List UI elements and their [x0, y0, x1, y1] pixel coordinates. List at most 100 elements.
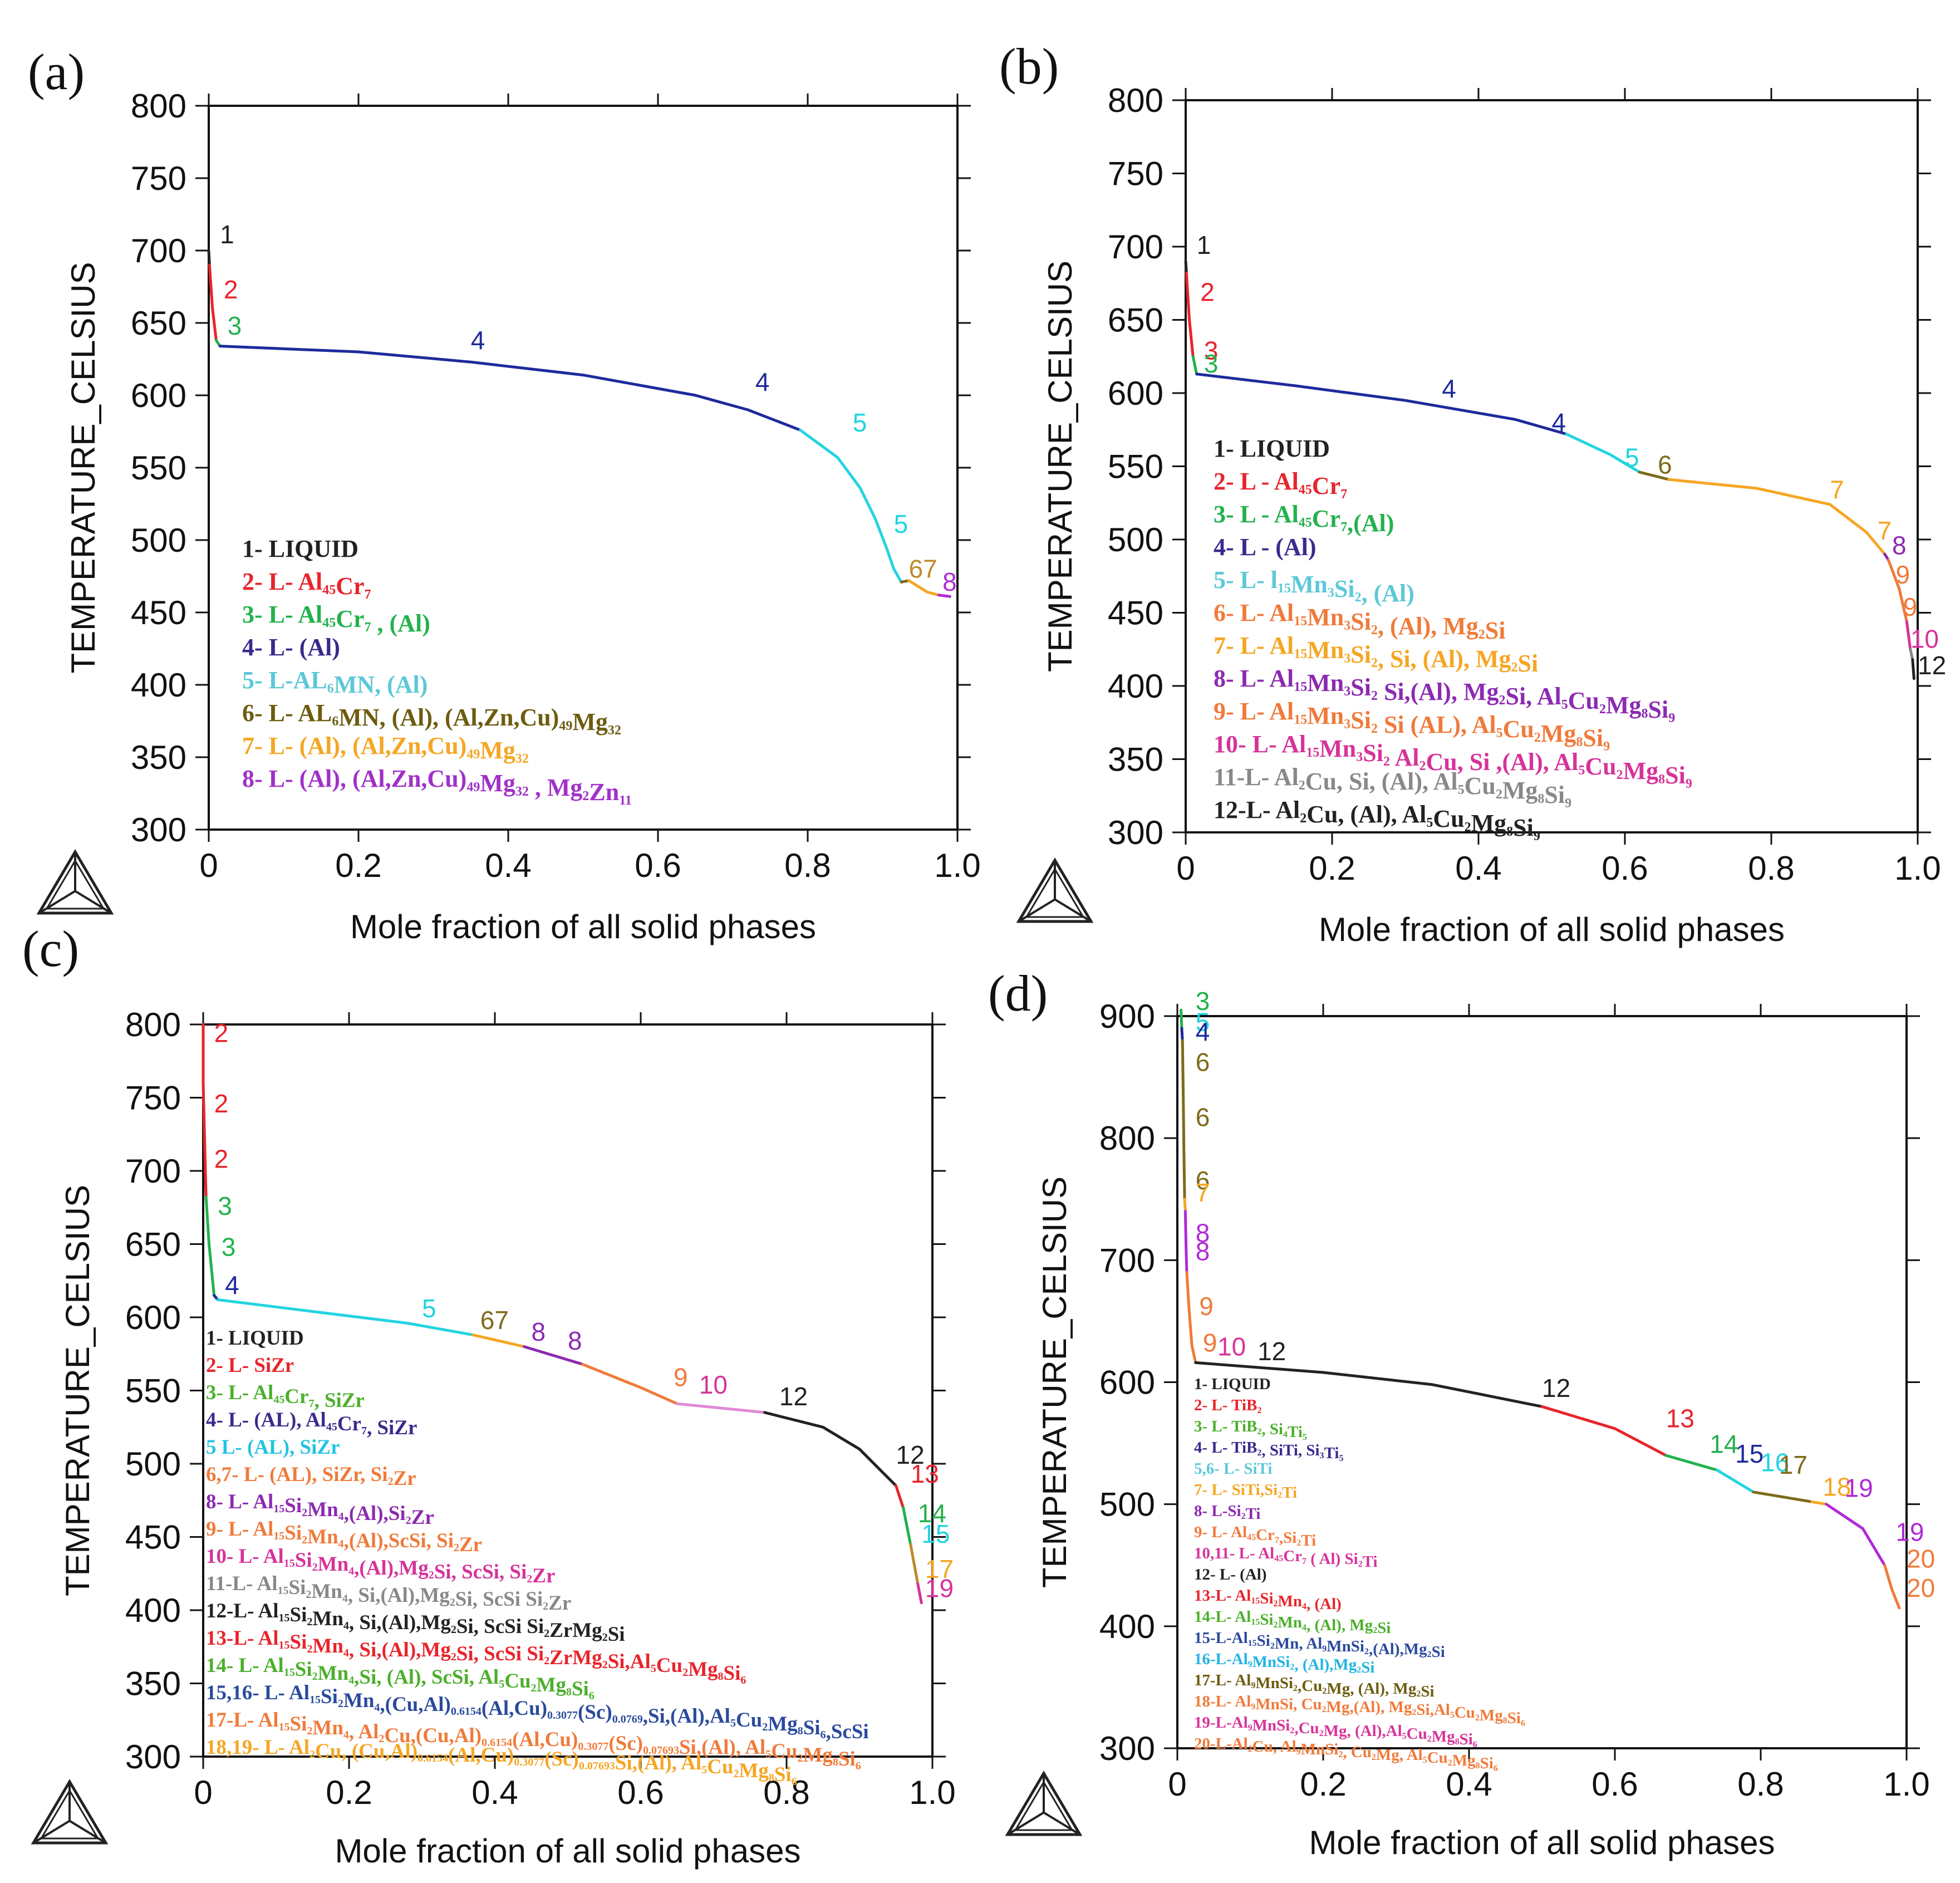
- x-axis-title: Mole fraction of all solid phases: [1309, 1824, 1775, 1861]
- series-line-4: [1195, 372, 1568, 436]
- curve-label: 12: [1918, 651, 1946, 680]
- curve-label: 2: [214, 1145, 229, 1174]
- curve-label: 67: [909, 555, 937, 583]
- legend-entry: 16-L-Al9MnSi2, (Al),Mg2Si: [1194, 1650, 1374, 1676]
- curve-label: 9: [1903, 592, 1918, 621]
- curve-label: 8: [1196, 1237, 1210, 1266]
- curve-label: 1: [220, 220, 234, 249]
- x-tick-label: 0.4: [1455, 850, 1501, 887]
- series-line-2: [202, 1023, 208, 1199]
- y-tick-label: 700: [1099, 1242, 1155, 1279]
- curve-label: 12: [896, 1440, 925, 1469]
- curve-label: 3: [222, 1233, 236, 1262]
- legend-entry: 6- L- AL6MN, (Al), (Al,Zn,Cu)49Mg32: [242, 699, 621, 738]
- curve-label: 19: [925, 1573, 954, 1602]
- series-line-13: [895, 1484, 905, 1509]
- series-line-5: [216, 1298, 475, 1337]
- y-tick-label: 900: [1099, 998, 1155, 1035]
- series-line-6: [1638, 470, 1671, 481]
- x-tick-label: 0.4: [485, 847, 531, 884]
- curve-label: 4: [1196, 1017, 1210, 1046]
- curve-label: 5: [1196, 1007, 1210, 1036]
- series-line-9: [1185, 1271, 1197, 1364]
- y-tick-label: 800: [131, 87, 186, 125]
- series-line-4: [218, 345, 802, 431]
- panel-letter: (d): [988, 965, 1048, 1022]
- x-axis-title: Mole fraction of all solid phases: [1319, 911, 1785, 948]
- curve-label: 20: [1907, 1573, 1935, 1602]
- legend-entry: 2- L- TiB2: [1194, 1396, 1261, 1415]
- y-tick-label: 550: [131, 449, 186, 487]
- curve-label: 4: [1442, 374, 1456, 403]
- legend-entry: 19-L-Al9MnSi2,Cu2Mg, (Al),Al5Cu2Mg8Si6: [1194, 1714, 1477, 1749]
- x-tick-label: 0.8: [1737, 1766, 1784, 1803]
- legend-entry: 8- L-Si2Ti: [1194, 1502, 1260, 1523]
- curve-label: 5: [894, 509, 908, 538]
- series-line-8: [937, 594, 951, 598]
- series-line-5: [799, 428, 903, 583]
- panel-letter: (c): [22, 920, 79, 977]
- legend-entry: 13-L- Al15Si2Mn4, Si,(Al),Mg2Si, ScSi Si…: [206, 1627, 746, 1686]
- curve-label: 6: [1196, 1048, 1210, 1077]
- curve-label: 10: [1217, 1332, 1246, 1361]
- y-axis-title: TEMPERATURE_CELSIUS: [1036, 1176, 1073, 1588]
- curve-label: 9: [674, 1363, 688, 1392]
- legend-entry: 7- L- SiTi,Si2Ti: [1194, 1481, 1297, 1502]
- curve-label: 17: [925, 1555, 954, 1583]
- legend-entry: 17-L- Al9MnSi2,Cu2Mg, (Al), Mg2Si: [1194, 1671, 1435, 1700]
- series-line-2: [208, 263, 218, 342]
- curve-label: 6: [1658, 450, 1672, 479]
- curve-label: 19: [1845, 1474, 1873, 1503]
- y-axis-title: TEMPERATURE_CELSIUS: [59, 1185, 96, 1596]
- legend-entry: 9- L- Al15Mn3Si2 Si (AL), Al5Cu2Mg8Si9: [1214, 698, 1610, 754]
- legend-entry: 1- LIQUID: [206, 1327, 304, 1350]
- legend-entry: 5,6- L- SiTi: [1194, 1460, 1272, 1478]
- legend-entry: 1- LIQUID: [242, 535, 358, 562]
- x-tick-label: 0.6: [617, 1774, 664, 1811]
- legend-entry: 17-L- Al15Si2Mn4, Al2Cu,(Cu,Al)0.6154(Al…: [206, 1709, 861, 1772]
- y-tick-label: 300: [1099, 1730, 1155, 1767]
- y-tick-label: 300: [125, 1738, 181, 1776]
- x-tick-label: 0.4: [471, 1774, 518, 1811]
- curve-label: 9: [1896, 560, 1910, 589]
- series-line-14: [902, 1506, 912, 1546]
- curve-label: 5: [853, 408, 867, 437]
- x-tick-label: 0.2: [326, 1774, 372, 1811]
- series-line-7: [1667, 478, 1887, 556]
- y-tick-label: 450: [1108, 595, 1163, 632]
- y-tick-label: 450: [131, 594, 186, 631]
- legend-entry: 11-L- Al2Cu, Si, (Al), Al5Cu2Mg8Si9: [1214, 763, 1571, 811]
- legend-entry: 3- L- Al45Cr7, SiZr: [206, 1381, 365, 1412]
- y-tick-label: 600: [125, 1299, 181, 1336]
- series-line-7: [907, 579, 940, 597]
- legend-entry: 5- L- l15Mn3Si2, (Al): [1214, 566, 1414, 607]
- legend-entry: 13-L- Al15Si2Mn4, (Al): [1194, 1587, 1342, 1613]
- curve-label: 13: [911, 1459, 939, 1488]
- curve-label: 7: [1830, 475, 1844, 504]
- y-tick-label: 500: [125, 1445, 181, 1483]
- legend-entry: 4- L - (Al): [1214, 533, 1317, 561]
- curve-label: 15: [1735, 1439, 1763, 1468]
- y-tick-label: 750: [125, 1080, 181, 1117]
- y-tick-label: 500: [1108, 521, 1163, 558]
- y-tick-label: 650: [131, 305, 186, 342]
- thermo-calc-logo-icon: [36, 849, 114, 915]
- legend-entry: 6- L- Al15Mn3Si2, (Al), Mg2Si: [1214, 599, 1505, 644]
- x-tick-label: 0.6: [1591, 1766, 1638, 1803]
- series-line-12: [763, 1411, 897, 1487]
- legend-entry: 6,7- L- (AL), SiZr, Si2Zr: [206, 1463, 416, 1490]
- thermo-calc-logo-icon: [31, 1779, 109, 1845]
- panel-letter: (b): [999, 38, 1059, 95]
- y-tick-label: 800: [1108, 82, 1163, 119]
- x-tick-label: 1.0: [934, 847, 980, 884]
- curve-label: 19: [1895, 1517, 1924, 1546]
- x-tick-label: 0.4: [1446, 1766, 1492, 1803]
- curve-label: 14: [1710, 1430, 1738, 1459]
- legend-entry: 10,11- L- Al45Cr7 ( Al) Si2Ti: [1194, 1544, 1378, 1571]
- series-line-20: [1883, 1563, 1901, 1610]
- curve-label: 2: [1200, 277, 1215, 306]
- series-line-17: [909, 1543, 920, 1586]
- y-tick-label: 800: [125, 1006, 181, 1043]
- curve-label: 4: [755, 367, 770, 396]
